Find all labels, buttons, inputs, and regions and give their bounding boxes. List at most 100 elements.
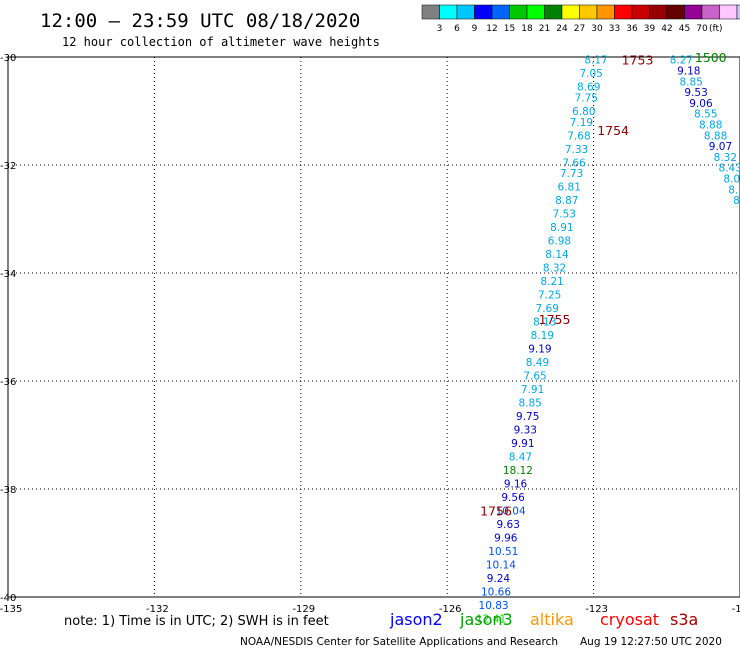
legend-swatch [701, 4, 720, 20]
wave-height-value: 10.66 [481, 587, 511, 599]
wave-height-value: 6.81 [558, 182, 581, 194]
wave-height-value: 7.05 [579, 68, 602, 80]
wave-height-value: 8.88 [699, 120, 722, 132]
legend-label: 12 [486, 24, 497, 34]
wave-height-value: 8.21 [540, 276, 563, 288]
wave-height-value: 7.53 [553, 209, 576, 221]
plot-frame [7, 56, 740, 598]
wave-height-value: 8.88 [704, 130, 727, 142]
time-labels: 175317541755175615001 [480, 50, 727, 519]
mission-name: jason2 [389, 610, 443, 629]
wave-height-value: 6.80 [572, 106, 595, 118]
mission-name: jason3 [459, 610, 513, 629]
y-tick-label: -32 [0, 161, 16, 172]
wave-height-value: 9.07 [709, 141, 732, 153]
y-tick-label: -34 [0, 269, 16, 280]
wave-height-value: 8.91 [550, 222, 573, 234]
page-subtitle: 12 hour collection of altimeter wave hei… [62, 35, 380, 49]
wave-height-value: 8.43 [719, 163, 740, 175]
legend-label: 6 [454, 24, 460, 34]
wave-height-value: 8.85 [518, 398, 541, 410]
legend-swatch [526, 4, 545, 20]
legend-unit: (ft) [709, 24, 723, 34]
wave-height-value: 7.91 [521, 384, 544, 396]
mission-name: altika [530, 610, 574, 629]
legend-swatch [649, 4, 668, 20]
footer-timestamp: Aug 19 12:27:50 UTC 2020 [580, 636, 722, 648]
wave-height-value: 9.19 [528, 344, 551, 356]
legend-swatch [544, 4, 563, 20]
legend-label: 42 [661, 24, 672, 34]
wave-height-value: 8.32 [714, 152, 737, 164]
x-tick-label: -120 [732, 604, 740, 615]
y-tick-label: -38 [0, 485, 16, 496]
legend-swatch [631, 4, 650, 20]
wave-height-value: 8.55 [694, 109, 717, 121]
wave-height-value: 9.56 [501, 492, 525, 504]
legend-label: 45 [679, 24, 690, 34]
mission-legend: jason2 jason3 altika cryosat s3a [389, 610, 698, 629]
wave-height-value: 8.19 [531, 330, 554, 342]
wave-height-value: 8.69 [577, 82, 600, 94]
legend-label: 21 [539, 24, 550, 34]
wave-height-value: 9.96 [494, 533, 518, 545]
legend-label: 70 [696, 24, 708, 34]
time-label: 1500 [695, 50, 727, 65]
x-tick-label: -126 [439, 604, 462, 615]
legend-label: 18 [521, 24, 533, 34]
page-title: 12:00 — 23:59 UTC 08/18/2020 [40, 10, 360, 32]
legend-label: 33 [609, 24, 620, 34]
wave-height-value: 8.87 [555, 195, 578, 207]
wave-height-value: 10.14 [486, 560, 516, 572]
legend-label: 36 [626, 24, 638, 34]
legend-swatch [509, 4, 528, 20]
footer-credit: NOAA/NESDIS Center for Satellite Applica… [240, 636, 558, 648]
mission-name: cryosat [600, 610, 659, 629]
footer-note: note: 1) Time is in UTC; 2) SWH is in fe… [64, 614, 329, 629]
wave-height-value: 8.17 [584, 55, 607, 67]
x-tick-label: -132 [146, 604, 169, 615]
legend-swatch [421, 4, 440, 20]
wave-height-value: 8.49 [526, 357, 549, 369]
wave-height-value: 8.85 [680, 76, 703, 88]
wave-height-value: 9.63 [497, 519, 520, 531]
wave-height-value: 7.73 [560, 168, 583, 180]
legend-label: 15 [504, 24, 515, 34]
y-axis-ticks: -30 -32 -34 -36 -38 -40 [0, 53, 16, 604]
wave-height-value: 6.98 [548, 236, 571, 248]
legend-label: 39 [644, 24, 656, 34]
x-axis-ticks: -135 -132 -129 -126 -123 -120 [0, 604, 740, 615]
legend-swatch [561, 4, 580, 20]
y-tick-label: -40 [0, 593, 16, 604]
legend-swatch [579, 4, 598, 20]
y-tick-label: -30 [0, 53, 16, 64]
mission-name: s3a [670, 610, 698, 629]
wave-height-value: 10.51 [488, 546, 518, 558]
wave-height-value: 12.41 [476, 614, 506, 626]
legend-label: 30 [591, 24, 603, 34]
legend-swatch [736, 4, 740, 20]
wave-height-value: 10.83 [479, 600, 509, 612]
wave-height-value: 7.65 [523, 371, 546, 383]
legend-swatch [439, 4, 458, 20]
legend-swatch [684, 4, 703, 20]
legend-swatch [666, 4, 685, 20]
wave-height-value: 9.53 [684, 87, 707, 99]
time-label: 1754 [597, 123, 629, 138]
wave-height-value: 8.13 [533, 317, 556, 329]
wave-height-value: 7.33 [565, 144, 588, 156]
time-label: 1756 [480, 504, 512, 519]
wave-height-value: 8.47 [509, 452, 532, 464]
wave-height-value: 8.75 [733, 195, 740, 207]
legend-swatch [456, 4, 475, 20]
legend-swatch [474, 4, 493, 20]
wave-height-values: 8.177.05 8.697.756.807.197.68 7.337.667.73… [476, 55, 740, 626]
x-tick-label: -123 [585, 604, 608, 615]
wave-height-value: 7.69 [536, 303, 559, 315]
wave-height-value: 9.16 [504, 479, 528, 491]
wave-height-value: 18.12 [503, 465, 533, 477]
legend-swatch [596, 4, 615, 20]
grid-lines [8, 57, 740, 597]
color-legend: 3 6 9 12 15 18 21 24 27 30 33 36 39 42 45 70 [421, 4, 740, 34]
